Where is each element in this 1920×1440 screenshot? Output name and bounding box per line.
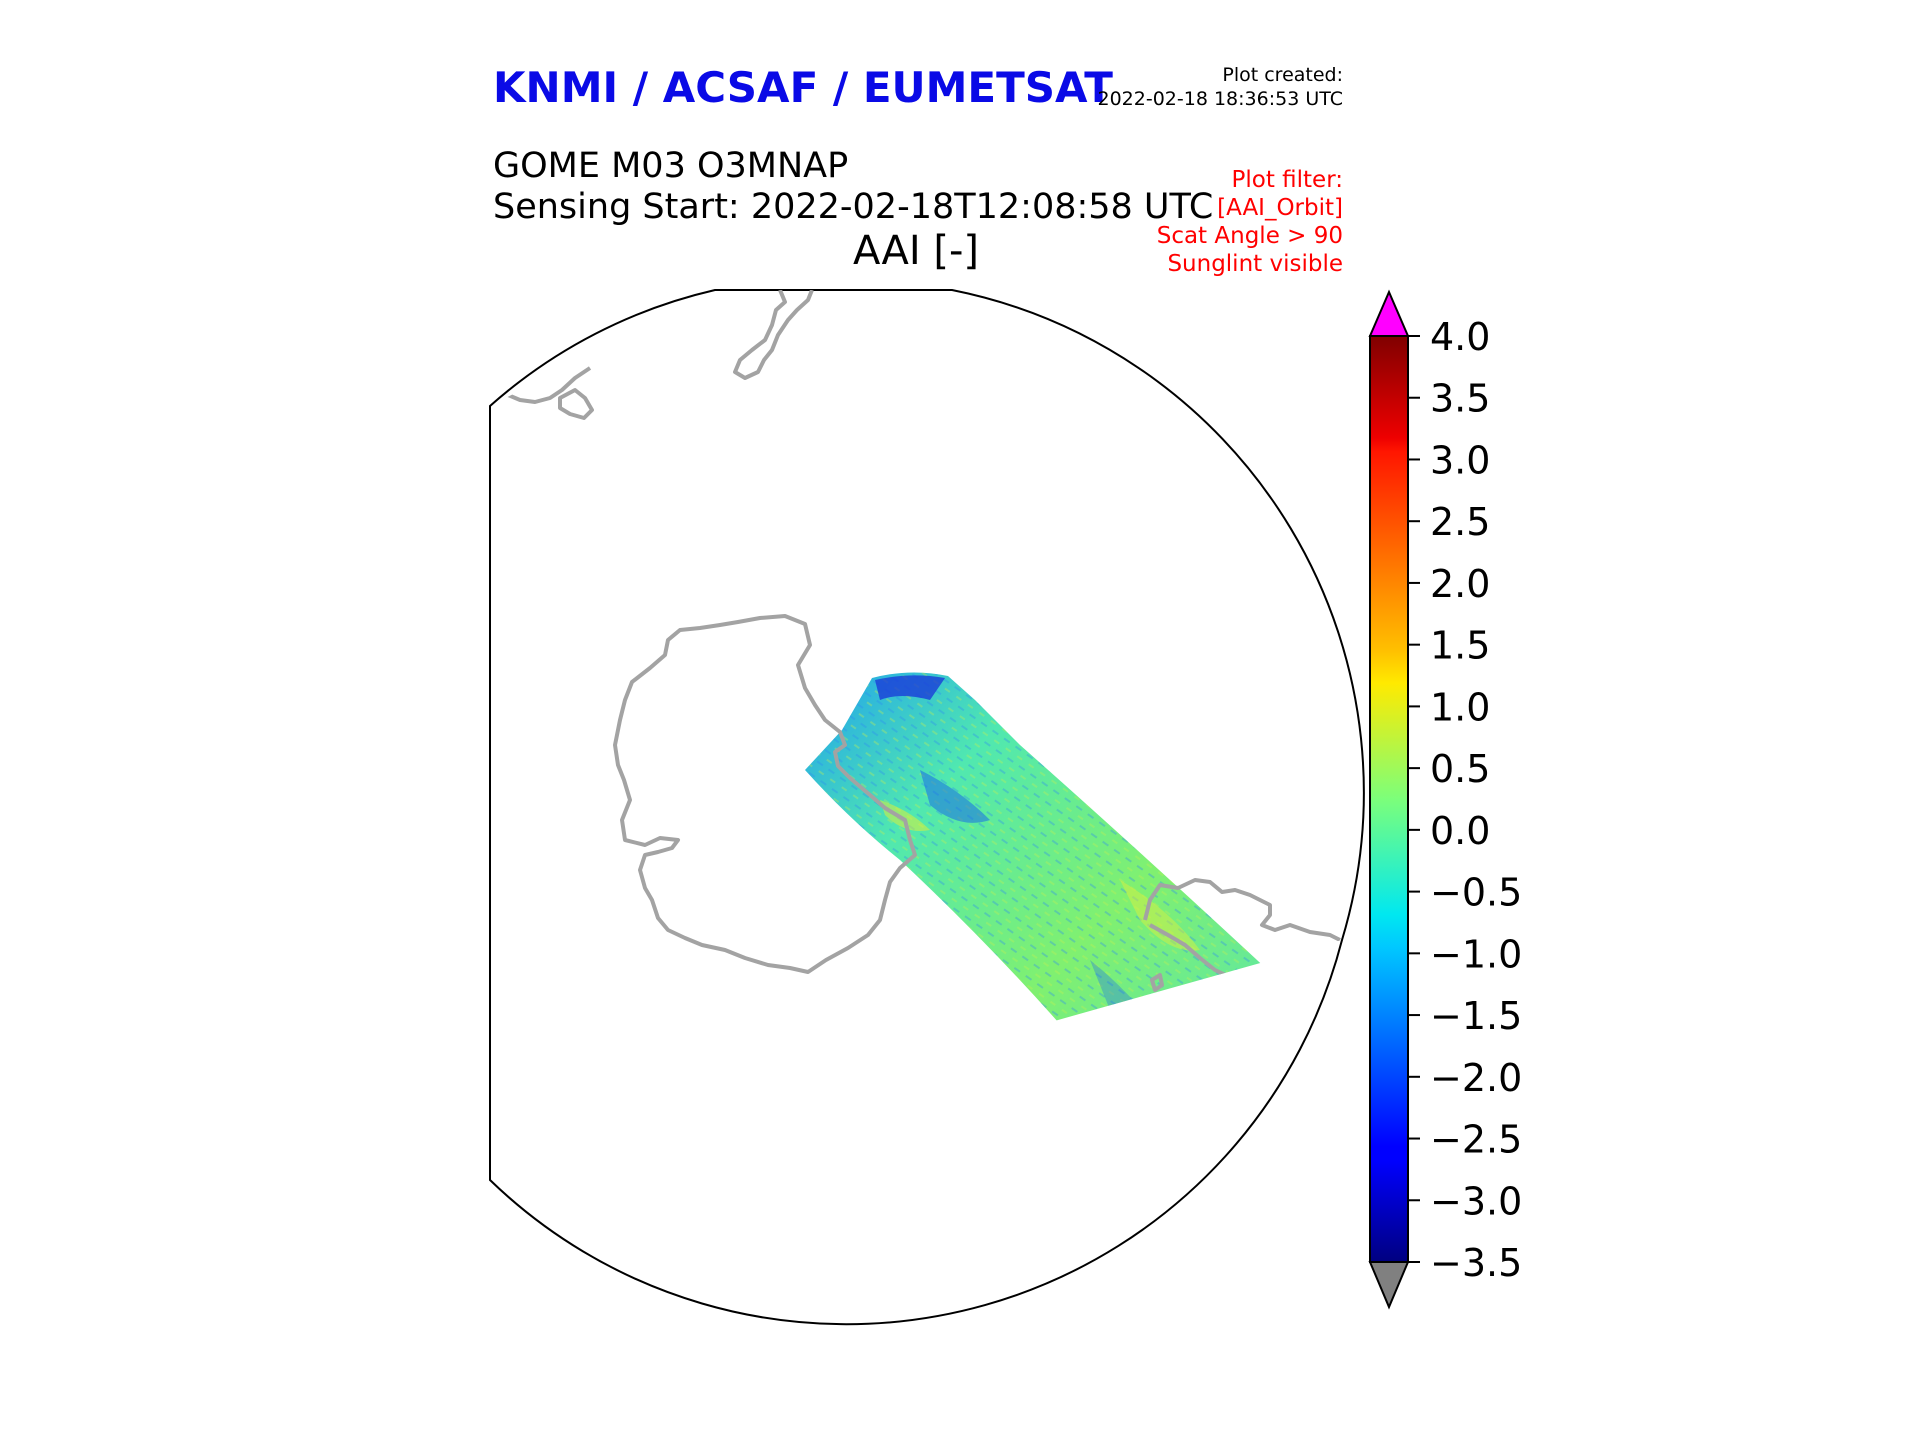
colorbar-tick-label: −1.5 — [1430, 994, 1522, 1038]
colorbar-tick-label: 4.0 — [1430, 315, 1490, 359]
colorbar-tick-label: 2.0 — [1430, 562, 1490, 606]
colorbar-extend-max — [1368, 289, 1410, 337]
colorbar-tick-label: 1.5 — [1430, 624, 1490, 668]
colorbar-gradient — [1369, 335, 1409, 1263]
colorbar-tick-label: 0.0 — [1430, 809, 1490, 853]
colorbar-tick-label: −0.5 — [1430, 871, 1522, 915]
colorbar-tick-label: 3.0 — [1430, 438, 1490, 482]
colorbar-tick-label: 2.5 — [1430, 500, 1490, 544]
colorbar: 4.0 3.5 3.0 2.5 2.0 1.5 1.0 0.5 0.0 −0.5 −1.0 −1.5 −… — [1368, 289, 1522, 1310]
colorbar-tick-label: 1.0 — [1430, 685, 1490, 729]
variable-title: AAI [-] — [853, 228, 979, 274]
product-name: GOME M03 O3MNAP — [493, 146, 849, 186]
plot-filter-sunglint: Sunglint visible — [1167, 251, 1343, 277]
plot-filter-scat-angle: Scat Angle > 90 — [1156, 223, 1343, 249]
colorbar-tick-label: −2.0 — [1430, 1056, 1522, 1100]
colorbar-tick-label: −2.5 — [1430, 1118, 1522, 1162]
colorbar-tick-label: −1.0 — [1430, 932, 1522, 976]
colorbar-extend-min — [1368, 1261, 1410, 1310]
colorbar-tick-label: −3.0 — [1430, 1179, 1522, 1223]
plot-filter-label: Plot filter: — [1231, 167, 1343, 193]
header-title: KNMI / ACSAF / EUMETSAT — [493, 63, 1113, 112]
plot-filter-orbit: [AAI_Orbit] — [1217, 195, 1343, 221]
colorbar-tick-label: 0.5 — [1430, 747, 1490, 791]
plot-created-time: 2022-02-18 18:36:53 UTC — [1097, 88, 1344, 110]
sensing-start: Sensing Start: 2022-02-18T12:08:58 UTC — [493, 187, 1214, 227]
plot-created-label: Plot created: — [1222, 64, 1343, 86]
colorbar-tick-label: 3.5 — [1430, 377, 1490, 421]
coastlines — [507, 290, 1341, 1056]
colorbar-tick-label: −3.5 — [1430, 1241, 1522, 1285]
